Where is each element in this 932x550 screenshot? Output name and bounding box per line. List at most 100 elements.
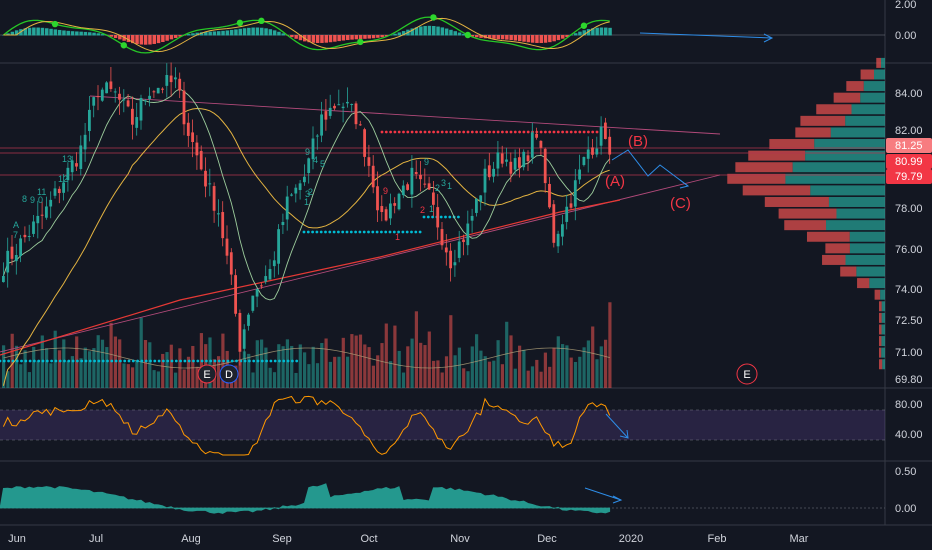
candle <box>380 195 384 222</box>
volume-profile-row <box>879 336 885 347</box>
volume-profile-row <box>879 324 885 335</box>
price-tag[interactable]: 80.99 <box>886 154 932 169</box>
volume-profile-row <box>825 243 885 254</box>
candle <box>139 94 143 130</box>
candle <box>2 262 5 283</box>
candle <box>483 159 487 206</box>
candle <box>363 127 366 167</box>
ema-200-line <box>0 199 621 356</box>
volume-profile-row <box>846 81 885 92</box>
osc-bar <box>199 32 204 36</box>
momentum-panel[interactable]: 0.50 0.00 <box>0 466 916 515</box>
osc-bar <box>139 35 144 45</box>
volume-bar <box>247 353 251 388</box>
candle <box>376 171 379 223</box>
volume-bar <box>397 350 401 388</box>
event-marker-dividend[interactable]: D <box>219 364 239 384</box>
osc-bar <box>552 35 556 42</box>
osc-bar <box>475 35 479 38</box>
candle <box>548 176 551 209</box>
osc-bar <box>225 30 230 36</box>
rsi-panel[interactable]: 80.00 40.00 <box>0 395 923 456</box>
candle <box>569 192 573 210</box>
candle <box>535 127 538 140</box>
osc-bar <box>526 35 531 43</box>
candle <box>126 94 130 108</box>
volume-profile-row <box>879 359 885 370</box>
candle <box>604 117 607 140</box>
td-label: 4 <box>313 155 318 165</box>
ma-20-line <box>2 88 611 301</box>
osc-dot <box>430 14 437 21</box>
osc-bar <box>294 35 298 39</box>
volume-bar <box>380 343 384 388</box>
osc-bar <box>462 33 466 36</box>
osc-bar <box>70 31 75 36</box>
osc-bar <box>423 25 427 36</box>
candle <box>79 135 83 176</box>
volume-bar <box>569 357 573 388</box>
volume-bar <box>105 347 109 388</box>
volume-bar <box>45 348 49 388</box>
candle <box>324 99 328 131</box>
candle <box>118 86 121 115</box>
x-label-nov: Nov <box>450 533 470 545</box>
volume-bar <box>354 335 358 388</box>
volume-bar <box>27 372 31 388</box>
osc-dot <box>236 19 244 27</box>
osc-bar <box>298 35 303 41</box>
candle <box>255 288 259 308</box>
support-dots <box>302 230 422 234</box>
oscillator-panel[interactable]: 2.00 0.00 <box>0 0 916 54</box>
osc-bar <box>393 33 397 36</box>
candle <box>92 96 96 118</box>
td-label: 8 <box>22 194 27 204</box>
osc-bar <box>204 31 208 36</box>
volume-bar <box>281 346 285 388</box>
volume-bar <box>483 356 487 388</box>
volume-bar <box>479 350 483 388</box>
candle <box>186 113 190 148</box>
volume-bar <box>341 337 345 388</box>
volume-bar <box>522 349 526 388</box>
volume-bar <box>513 368 517 388</box>
volume-bar <box>208 337 212 388</box>
osc-bar <box>148 35 152 45</box>
osc-bar <box>260 27 264 36</box>
candle <box>75 152 78 171</box>
volume-bar <box>66 360 70 388</box>
upper-trendline <box>89 95 721 135</box>
osc-bar <box>307 35 311 43</box>
volume-bar <box>509 335 513 388</box>
candle <box>410 155 414 208</box>
x-label-mar: Mar <box>790 533 809 545</box>
osc-bar <box>350 35 354 40</box>
candle <box>406 182 409 191</box>
osc-bar <box>88 32 92 36</box>
candle <box>436 194 440 240</box>
candle <box>23 226 27 243</box>
candle <box>251 295 255 313</box>
event-marker-earnings-1[interactable]: E <box>197 364 217 384</box>
volume-bar <box>285 339 289 388</box>
candle <box>169 62 173 97</box>
volume-bar <box>436 360 440 388</box>
time-axis[interactable]: Jun Jul Aug Sep Oct Nov Dec 2020 Feb Mar <box>8 533 809 545</box>
event-marker-earnings-2[interactable]: E <box>736 363 758 385</box>
candle <box>462 234 465 256</box>
osc-bar <box>83 31 88 36</box>
candle <box>100 87 104 102</box>
candle <box>315 133 319 150</box>
osc-bar <box>427 25 432 36</box>
price-tag[interactable]: 79.79 <box>886 169 932 184</box>
price-tag[interactable]: 81.25 <box>886 138 932 153</box>
volume-bar <box>307 364 311 388</box>
volume-ma-line <box>3 347 610 369</box>
volume-bar <box>109 322 113 388</box>
volume-bar <box>264 347 268 388</box>
volume-bar <box>19 364 23 388</box>
volume-bar <box>505 321 509 388</box>
osc-bar <box>208 31 212 36</box>
